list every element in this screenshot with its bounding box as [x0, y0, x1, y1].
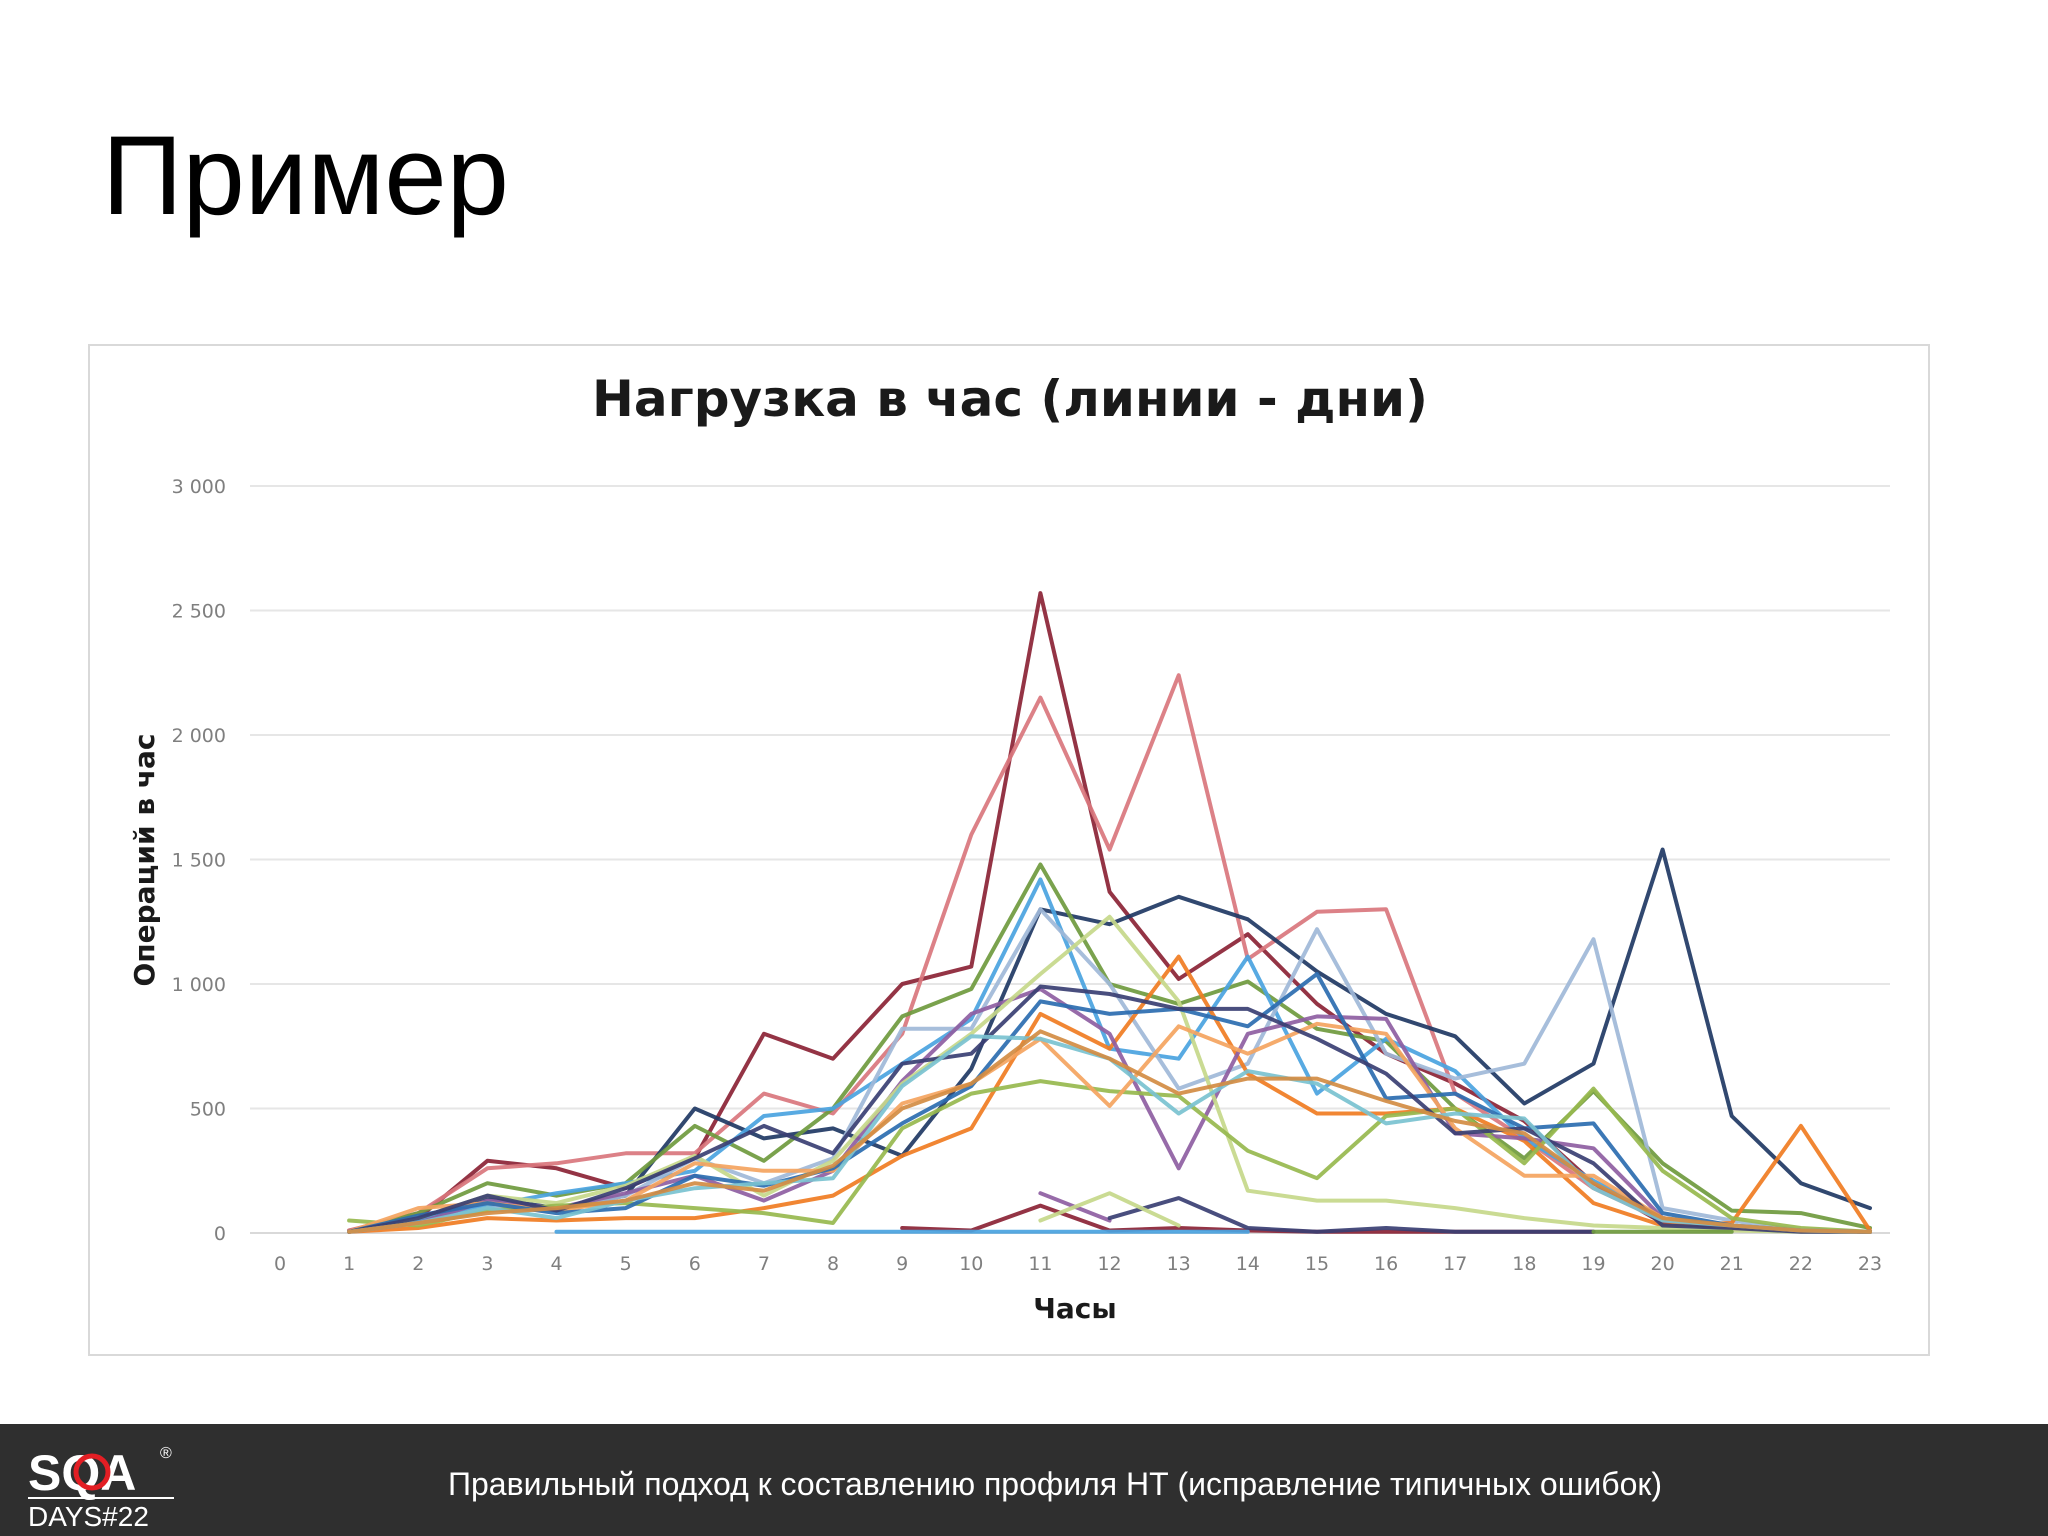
y-tick-label: 3 000 — [172, 476, 226, 498]
y-tick-label: 0 — [214, 1223, 226, 1245]
x-tick-label: 15 — [1305, 1253, 1329, 1275]
series-line-5 — [347, 877, 1872, 1234]
y-tick-label: 1 000 — [172, 974, 226, 996]
x-tick-label: 13 — [1167, 1253, 1191, 1275]
x-tick-label: 0 — [274, 1253, 286, 1275]
x-tick-label: 1 — [343, 1253, 355, 1275]
chart-frame: Нагрузка в час (линии - дни) 0 500 1 000 1 5… — [88, 344, 1930, 1356]
x-tick-label: 7 — [758, 1253, 770, 1275]
y-tick-label: 2 000 — [172, 725, 226, 747]
x-tick-label: 22 — [1789, 1253, 1813, 1275]
x-tick-label: 5 — [620, 1253, 632, 1275]
logo-ring-icon — [73, 1453, 111, 1491]
y-tick-label: 500 — [190, 1099, 226, 1121]
x-tick-label: 8 — [827, 1253, 839, 1275]
x-tick-label: 9 — [896, 1253, 908, 1275]
y-tick-label: 2 500 — [172, 601, 226, 623]
sqa-days-logo: SQA ® DAYS#22 — [28, 1445, 174, 1530]
series-line-18 — [1107, 1196, 1596, 1234]
logo-text-top: SQA — [28, 1445, 136, 1501]
x-tick-label: 21 — [1720, 1253, 1744, 1275]
chart-title: Нагрузка в час (линии - дни) — [592, 370, 1428, 428]
x-tick-label: 20 — [1651, 1253, 1675, 1275]
logo-registered-mark: ® — [160, 1445, 172, 1462]
series-line-8 — [347, 987, 1872, 1234]
x-tick-label: 17 — [1443, 1253, 1467, 1275]
x-tick-label: 11 — [1028, 1253, 1052, 1275]
x-tick-label: 16 — [1374, 1253, 1398, 1275]
y-axis-label: Операций в час — [128, 734, 161, 987]
footer-bar: SQA ® DAYS#22 Правильный подход к состав… — [0, 1424, 2048, 1536]
y-tick-label: 1 500 — [172, 850, 226, 872]
x-tick-label: 23 — [1858, 1253, 1882, 1275]
series-line-12 — [347, 972, 1872, 1234]
x-tick-label: 3 — [481, 1253, 493, 1275]
line-chart: Нагрузка в час (линии - дни) 0 500 1 000 1 5… — [128, 370, 1890, 1325]
footer-text: Правильный подход к составлению профиля … — [448, 1466, 1663, 1502]
x-tick-label: 14 — [1236, 1253, 1260, 1275]
series-line-9 — [347, 914, 1872, 1234]
series-line-13 — [347, 984, 1872, 1234]
series-line-15 — [347, 1029, 1872, 1234]
x-tick-label: 19 — [1581, 1253, 1605, 1275]
series-line-6 — [347, 907, 1872, 1234]
x-tick-label: 18 — [1512, 1253, 1536, 1275]
x-tick-label: 12 — [1097, 1253, 1121, 1275]
slide-title: Пример — [102, 113, 509, 238]
x-tick-label: 2 — [412, 1253, 424, 1275]
logo-text-bottom: DAYS#22 — [28, 1501, 149, 1530]
x-tick-label: 6 — [689, 1253, 701, 1275]
x-axis-label: Часы — [1033, 1292, 1116, 1325]
series-line-19 — [1038, 1191, 1181, 1228]
x-tick-label: 4 — [550, 1253, 562, 1275]
series-line-7 — [347, 954, 1872, 1234]
x-tick-label: 10 — [959, 1253, 983, 1275]
